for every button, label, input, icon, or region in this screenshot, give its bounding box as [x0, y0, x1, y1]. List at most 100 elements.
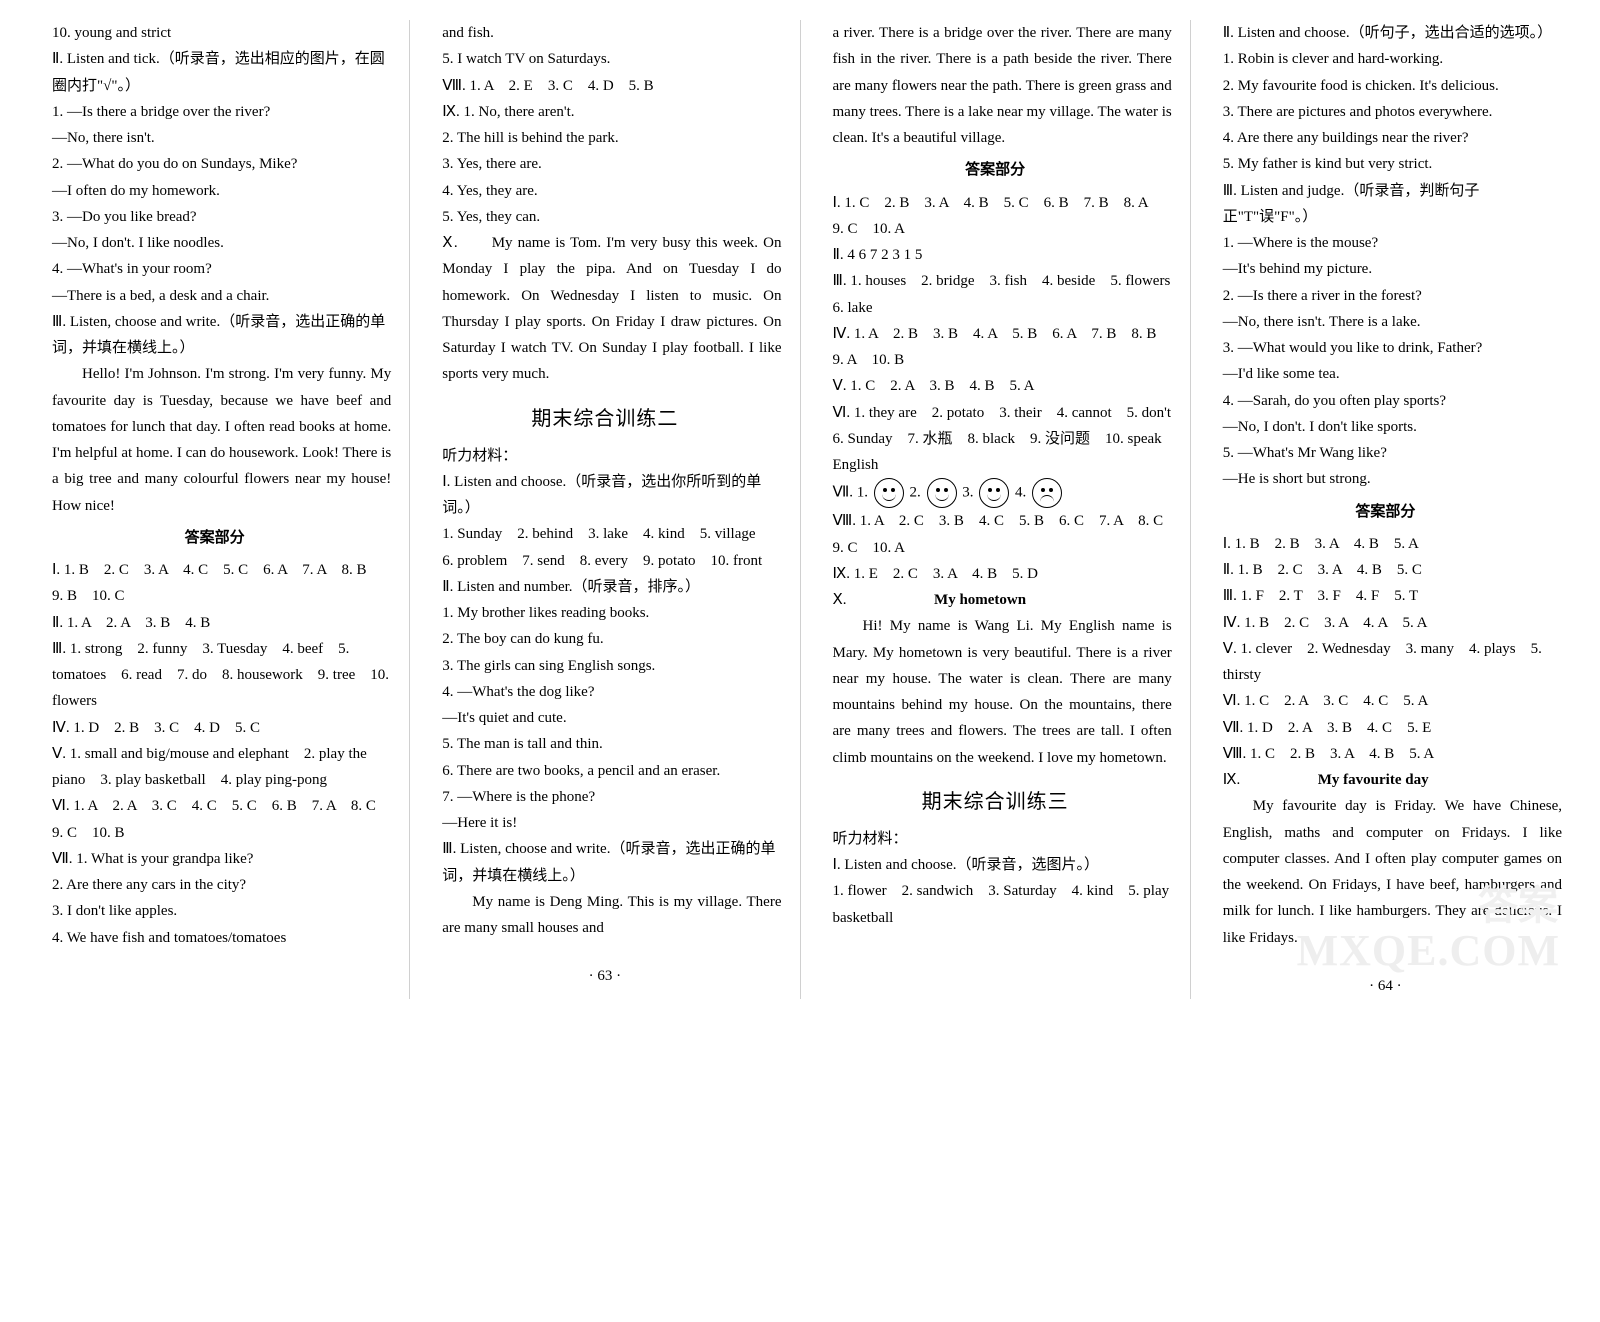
smile-icon — [979, 478, 1009, 508]
section-title: 期末综合训练三 — [819, 785, 1172, 820]
answer-row: 3. I don't like apples. — [38, 898, 391, 924]
page-number: · 64 · — [1209, 973, 1562, 999]
smile-icon — [927, 478, 957, 508]
dialog-a: —There is a bed, a desk and a chair. — [38, 283, 391, 309]
dialog-a: —It's behind my picture. — [1209, 256, 1562, 282]
answer-row: 4. Yes, they are. — [428, 178, 781, 204]
answer-heading: 答案部分 — [1209, 499, 1562, 525]
passage-continuation: a river. There is a bridge over the rive… — [819, 20, 1172, 151]
label: 3. — [962, 485, 973, 501]
answer-row: Ⅶ. 1. What is your grandpa like? — [38, 846, 391, 872]
dialog-q: 4. —What's in your room? — [38, 256, 391, 282]
answer-row: Ⅱ. 4 6 7 2 3 1 5 — [819, 242, 1172, 268]
roman: Ⅹ. — [833, 592, 847, 608]
column-2: and fish. 5. I watch TV on Saturdays. Ⅷ.… — [409, 20, 799, 999]
answer-row: 2. The hill is behind the park. — [428, 125, 781, 151]
dialog-a: —No, there isn't. There is a lake. — [1209, 309, 1562, 335]
composition-head: Ⅹ. My hometown — [819, 587, 1172, 613]
list-item: 3. There are pictures and photos everywh… — [1209, 99, 1562, 125]
answer-row: 2. Are there any cars in the city? — [38, 872, 391, 898]
frown-icon — [1032, 478, 1062, 508]
answer-row: Ⅴ. 1. small and big/mouse and elephant 2… — [38, 741, 391, 794]
answer-row: Ⅵ. 1. C 2. A 3. C 4. C 5. A — [1209, 688, 1562, 714]
page-number: · 63 · — [428, 963, 781, 989]
answer-row: 5. I watch TV on Saturdays. — [428, 46, 781, 72]
answer-row: Ⅷ. 1. A 2. C 3. B 4. C 5. B 6. C 7. A 8.… — [819, 508, 1172, 561]
dialog-q: 2. —What do you do on Sundays, Mike? — [38, 151, 391, 177]
label: 4. — [1015, 485, 1026, 501]
list-item: 2. The boy can do kung fu. — [428, 626, 781, 652]
continuation: and fish. — [428, 20, 781, 46]
word-list: 1. flower 2. sandwich 3. Saturday 4. kin… — [819, 878, 1172, 931]
passage: Ⅹ. My name is Tom. I'm very busy this we… — [428, 230, 781, 388]
list-item: 2. My favourite food is chicken. It's de… — [1209, 73, 1562, 99]
answer-row: Ⅲ. 1. F 2. T 3. F 4. F 5. T — [1209, 583, 1562, 609]
dialog-q: 1. —Is there a bridge over the river? — [38, 99, 391, 125]
answer-row: Ⅴ. 1. C 2. A 3. B 4. B 5. A — [819, 373, 1172, 399]
text-line: 10. young and strict — [38, 20, 391, 46]
answer-row: Ⅸ. 1. E 2. C 3. A 4. B 5. D — [819, 561, 1172, 587]
answer-row: Ⅵ. 1. A 2. A 3. C 4. C 5. C 6. B 7. A 8.… — [38, 793, 391, 846]
list-item: 4. Are there any buildings near the rive… — [1209, 125, 1562, 151]
passage: Hello! I'm Johnson. I'm strong. I'm very… — [38, 361, 391, 519]
prefix: Ⅶ. 1. — [833, 485, 869, 501]
section-head: Ⅰ. Listen and choose.（听录音，选出你所听到的单词。） — [428, 469, 781, 522]
dialog-a: —I often do my homework. — [38, 178, 391, 204]
dialog-a: —I'd like some tea. — [1209, 361, 1562, 387]
list-item: 5. The man is tall and thin. — [428, 731, 781, 757]
composition-body: Hi! My name is Wang Li. My English name … — [819, 613, 1172, 771]
list-item: 1. Robin is clever and hard-working. — [1209, 46, 1562, 72]
dialog-a: —Here it is! — [428, 810, 781, 836]
answer-row: Ⅲ. 1. houses 2. bridge 3. fish 4. beside… — [819, 268, 1172, 321]
answer-row: Ⅱ. 1. A 2. A 3. B 4. B — [38, 610, 391, 636]
answer-row: 5. Yes, they can. — [428, 204, 781, 230]
composition-title: My hometown — [934, 592, 1026, 608]
page-spread: 10. young and strict Ⅱ. Listen and tick.… — [20, 20, 1580, 999]
dialog-q: 2. —Is there a river in the forest? — [1209, 283, 1562, 309]
answer-row: Ⅰ. 1. B 2. C 3. A 4. C 5. C 6. A 7. A 8.… — [38, 557, 391, 610]
section-head: Ⅱ. Listen and number.（听录音，排序。） — [428, 574, 781, 600]
answer-row-faces: Ⅶ. 1. 2. 3. 4. — [819, 478, 1172, 508]
dialog-q: 4. —Sarah, do you often play sports? — [1209, 388, 1562, 414]
answer-row: Ⅶ. 1. D 2. A 3. B 4. C 5. E — [1209, 715, 1562, 741]
dialog-a: —It's quiet and cute. — [428, 705, 781, 731]
composition-head: Ⅸ. My favourite day — [1209, 767, 1562, 793]
list-item: 3. The girls can sing English songs. — [428, 653, 781, 679]
column-4: Ⅱ. Listen and choose.（听句子，选出合适的选项。） 1. R… — [1190, 20, 1580, 999]
composition-body: My favourite day is Friday. We have Chin… — [1209, 793, 1562, 951]
answer-row: 3. Yes, there are. — [428, 151, 781, 177]
answer-row: Ⅷ. 1. C 2. B 3. A 4. B 5. A — [1209, 741, 1562, 767]
list-item: 1. My brother likes reading books. — [428, 600, 781, 626]
dialog-q: 4. —What's the dog like? — [428, 679, 781, 705]
answer-row: Ⅲ. 1. strong 2. funny 3. Tuesday 4. beef… — [38, 636, 391, 715]
roman: Ⅸ. — [1223, 772, 1241, 788]
answer-row: Ⅱ. 1. B 2. C 3. A 4. B 5. C — [1209, 557, 1562, 583]
dialog-q: 5. —What's Mr Wang like? — [1209, 440, 1562, 466]
smile-icon — [874, 478, 904, 508]
dialog-q: 7. —Where is the phone? — [428, 784, 781, 810]
word-list: 1. Sunday 2. behind 3. lake 4. kind 5. v… — [428, 521, 781, 574]
answer-row: Ⅳ. 1. A 2. B 3. B 4. A 5. B 6. A 7. B 8.… — [819, 321, 1172, 374]
column-1: 10. young and strict Ⅱ. Listen and tick.… — [20, 20, 409, 999]
section-title: 期末综合训练二 — [428, 402, 781, 437]
section-head: Ⅲ. Listen, choose and write.（听录音，选出正确的单词… — [38, 309, 391, 362]
dialog-q: 3. —Do you like bread? — [38, 204, 391, 230]
answer-row: Ⅰ. 1. C 2. B 3. A 4. B 5. C 6. B 7. B 8.… — [819, 190, 1172, 243]
label: 2. — [910, 485, 921, 501]
answer-heading: 答案部分 — [819, 157, 1172, 183]
column-3: a river. There is a bridge over the rive… — [800, 20, 1190, 999]
answer-row: 4. We have fish and tomatoes/tomatoes — [38, 925, 391, 951]
list-item: 5. My father is kind but very strict. — [1209, 151, 1562, 177]
dialog-a: —No, I don't. I like noodles. — [38, 230, 391, 256]
answer-row: Ⅰ. 1. B 2. B 3. A 4. B 5. A — [1209, 531, 1562, 557]
answer-row: Ⅸ. 1. No, there aren't. — [428, 99, 781, 125]
list-item: 6. There are two books, a pencil and an … — [428, 758, 781, 784]
dialog-q: 3. —What would you like to drink, Father… — [1209, 335, 1562, 361]
section-head: Ⅱ. Listen and choose.（听句子，选出合适的选项。） — [1209, 20, 1562, 46]
composition-title: My favourite day — [1318, 772, 1429, 788]
item-10: 10. young and strict — [52, 25, 171, 41]
listening-head: 听力材料： — [428, 443, 781, 469]
dialog-a: —No, there isn't. — [38, 125, 391, 151]
answer-row: Ⅴ. 1. clever 2. Wednesday 3. many 4. pla… — [1209, 636, 1562, 689]
dialog-a: —He is short but strong. — [1209, 466, 1562, 492]
